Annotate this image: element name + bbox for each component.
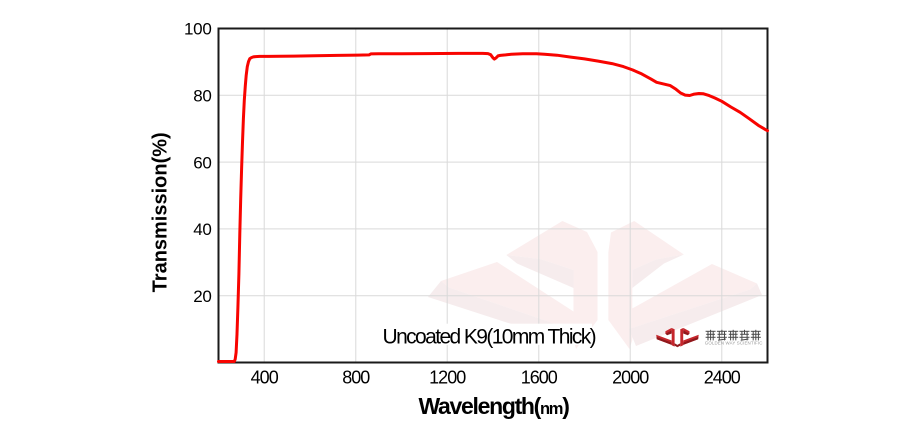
svg-text:Uncoated K9(10mm Thick): Uncoated K9(10mm Thick) bbox=[383, 326, 596, 349]
svg-text:GOLDEN WAY SCIENTIFIC: GOLDEN WAY SCIENTIFIC bbox=[705, 341, 763, 346]
svg-text:40: 40 bbox=[193, 220, 211, 239]
svg-text:800: 800 bbox=[342, 368, 370, 388]
svg-text:1600: 1600 bbox=[521, 368, 558, 388]
svg-text:2000: 2000 bbox=[612, 368, 649, 388]
svg-text:1200: 1200 bbox=[429, 368, 466, 388]
svg-text:Transmission(%): Transmission(%) bbox=[150, 132, 172, 292]
svg-text:20: 20 bbox=[193, 287, 211, 306]
svg-text:60: 60 bbox=[193, 153, 211, 172]
svg-text:2400: 2400 bbox=[704, 368, 741, 388]
svg-text:100: 100 bbox=[184, 20, 211, 39]
svg-text:Wavelength(nm): Wavelength(nm) bbox=[418, 393, 569, 419]
svg-text:400: 400 bbox=[251, 368, 279, 388]
svg-text:80: 80 bbox=[193, 87, 211, 106]
